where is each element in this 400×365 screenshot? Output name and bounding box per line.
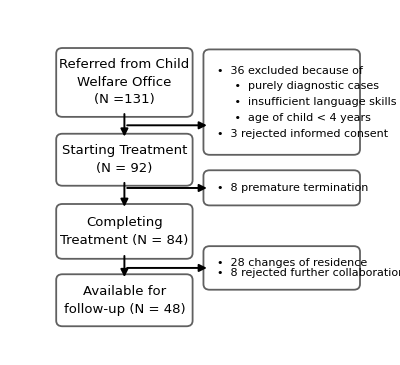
FancyBboxPatch shape xyxy=(56,48,193,117)
Text: •  8 rejected further collaboration: • 8 rejected further collaboration xyxy=(218,268,400,278)
FancyBboxPatch shape xyxy=(56,134,193,186)
Text: Completing
Treatment (N = 84): Completing Treatment (N = 84) xyxy=(60,216,188,247)
FancyBboxPatch shape xyxy=(204,49,360,155)
Text: •  purely diagnostic cases: • purely diagnostic cases xyxy=(218,81,379,91)
FancyBboxPatch shape xyxy=(204,170,360,205)
FancyBboxPatch shape xyxy=(56,204,193,259)
Text: •  age of child < 4 years: • age of child < 4 years xyxy=(218,113,371,123)
Text: •  3 rejected informed consent: • 3 rejected informed consent xyxy=(218,128,388,138)
Text: •  28 changes of residence: • 28 changes of residence xyxy=(218,258,368,268)
Text: Starting Treatment
(N = 92): Starting Treatment (N = 92) xyxy=(62,145,187,175)
Text: •  8 premature termination: • 8 premature termination xyxy=(218,183,369,193)
Text: •  36 excluded because of: • 36 excluded because of xyxy=(218,66,363,76)
Text: Available for
follow-up (N = 48): Available for follow-up (N = 48) xyxy=(64,285,185,315)
FancyBboxPatch shape xyxy=(56,274,193,326)
FancyBboxPatch shape xyxy=(204,246,360,290)
Text: •  insufficient language skills: • insufficient language skills xyxy=(218,97,397,107)
Text: Referred from Child
Welfare Office
(N =131): Referred from Child Welfare Office (N =1… xyxy=(59,58,190,107)
